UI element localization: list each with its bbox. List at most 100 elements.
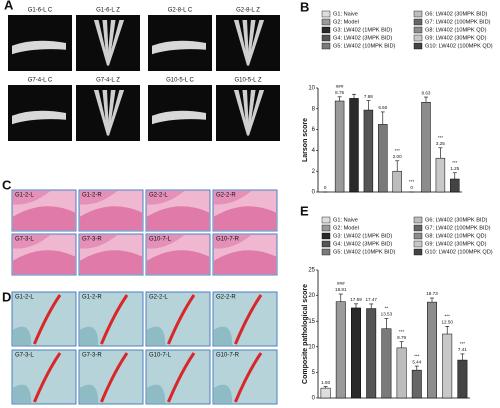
y-tick-label: 2 xyxy=(312,169,316,175)
bone xyxy=(12,40,66,55)
bar xyxy=(421,101,431,193)
tile-label: G2-2-R xyxy=(216,193,236,199)
cartilage xyxy=(100,294,129,345)
tile-label: G7-3-L xyxy=(15,237,34,243)
tissue xyxy=(80,206,142,230)
value-label: 3.25 xyxy=(436,141,445,146)
value-label: 0 xyxy=(410,185,413,190)
bar xyxy=(450,178,460,193)
legend-swatch xyxy=(321,18,331,26)
tissue xyxy=(13,191,51,205)
bar xyxy=(351,307,361,399)
tissue xyxy=(214,235,252,249)
cartilage xyxy=(100,352,129,403)
panel-label: A xyxy=(4,0,14,12)
bar xyxy=(320,387,331,399)
tile-label: G7-3-L xyxy=(15,353,34,359)
bar xyxy=(349,98,359,193)
bar xyxy=(378,124,388,193)
tile-label: G1-2-L xyxy=(15,193,34,199)
bone xyxy=(242,90,249,136)
legend-swatch xyxy=(321,216,331,224)
y-tick-label: 0 xyxy=(312,190,316,196)
bone-tissue xyxy=(214,384,233,403)
value-label: 8.63 xyxy=(422,90,431,95)
tissue xyxy=(13,235,51,249)
legend-label: G7: LW402 (100MPK BID) xyxy=(425,19,491,25)
legend-swatch xyxy=(413,10,423,18)
panel-label: C xyxy=(2,177,12,192)
legend-label: G8: LW402 (10MPK QD) xyxy=(425,27,487,33)
tile-label: G2-2-R xyxy=(216,295,236,301)
bone xyxy=(107,90,125,136)
tile-label: G7-3-R xyxy=(82,237,102,243)
tissue xyxy=(80,191,118,205)
value-label: 7.41 xyxy=(458,347,467,352)
tissue xyxy=(147,250,209,274)
bone-tissue xyxy=(214,326,233,345)
legend-label: G5: LW402 (10MPK BID) xyxy=(333,249,396,255)
y-tick-label: 5 xyxy=(312,370,316,376)
legend-swatch xyxy=(413,224,423,232)
y-tick-label: 6 xyxy=(312,127,316,133)
legend-label: G2: Model xyxy=(333,19,359,25)
y-tick-label: 15 xyxy=(308,319,315,325)
legend-label: G4: LW402 (3MPK BID) xyxy=(333,241,392,247)
value-label: 9.79 xyxy=(397,335,406,340)
tissue xyxy=(80,235,118,249)
bone xyxy=(12,110,66,125)
tissue xyxy=(214,206,276,230)
tile-label: G2-2-L xyxy=(149,295,168,301)
tile-label: G1-2-R xyxy=(82,193,102,199)
panel-label: E xyxy=(300,203,309,218)
legend-label: G6: LW402 (30MPK BID) xyxy=(425,11,488,17)
panel-label: D xyxy=(2,289,11,304)
legend-swatch xyxy=(321,240,331,248)
tile-label: G10-7-L xyxy=(149,237,172,243)
legend-swatch xyxy=(413,26,423,34)
bone xyxy=(93,20,109,66)
value-label: 17.59 xyxy=(350,297,362,302)
significance: *** xyxy=(395,148,401,153)
value-label: 2.00 xyxy=(393,154,402,159)
legend-label: G9: LW402 (30MPK QD) xyxy=(425,35,487,41)
cartilage xyxy=(33,294,62,345)
cartilage xyxy=(167,294,196,345)
significance: ### xyxy=(336,84,344,89)
bar xyxy=(427,301,437,399)
bar xyxy=(442,333,453,399)
value-label: 0 xyxy=(324,185,327,190)
tile-label: G7-3-R xyxy=(82,353,102,359)
tile-label: G2-8-L Z xyxy=(236,8,260,14)
tile-label: G2-8-L C xyxy=(168,8,193,14)
bone-tissue xyxy=(13,326,32,345)
tile-label: G10-5-L C xyxy=(166,78,194,84)
tissue xyxy=(13,206,75,230)
bone-tissue xyxy=(80,326,99,345)
legend-label: G6: LW402 (30MPK BID) xyxy=(425,217,488,223)
tissue xyxy=(147,206,209,230)
legend-swatch xyxy=(321,34,331,42)
bone xyxy=(152,40,206,55)
legend-label: G1: Naive xyxy=(333,217,358,223)
tile-label: G1-2-R xyxy=(82,295,102,301)
tissue xyxy=(147,191,185,205)
bar xyxy=(392,170,402,193)
bone-tissue xyxy=(80,384,99,403)
tile-label: G2-2-L xyxy=(149,193,168,199)
bone xyxy=(242,20,249,66)
cartilage xyxy=(167,352,196,403)
legend-label: G7: LW402 (100MPK BID) xyxy=(425,225,491,231)
legend-label: G1: Naive xyxy=(333,11,358,17)
significance: *** xyxy=(399,329,405,334)
bar xyxy=(381,328,392,399)
legend-label: G9: LW402 (30MPK QD) xyxy=(425,241,487,247)
significance: *** xyxy=(445,314,451,319)
tile-label: G10-5-L Z xyxy=(234,78,261,84)
value-label: 13.53 xyxy=(381,312,393,317)
legend-swatch xyxy=(413,248,423,256)
bar xyxy=(366,308,377,399)
tissue xyxy=(214,191,252,205)
bone xyxy=(233,20,249,66)
value-label: 1.25 xyxy=(450,166,459,171)
